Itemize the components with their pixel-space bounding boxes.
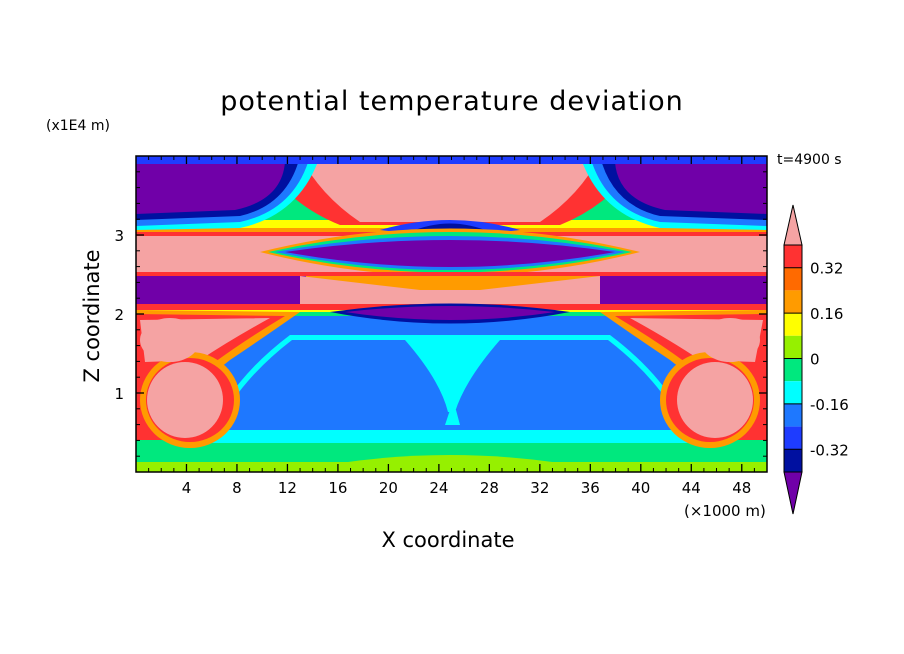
colorbar: 0.32 0.16 0 -0.16 -0.32 bbox=[783, 204, 849, 515]
x-axis-unit: (×1000 m) bbox=[684, 502, 766, 520]
x-tick-label: 8 bbox=[232, 479, 242, 497]
x-tick-label: 40 bbox=[631, 479, 650, 497]
colorbar-segment bbox=[784, 403, 802, 427]
y-tick-label: 2 bbox=[114, 306, 124, 324]
colorbar-label: -0.32 bbox=[810, 441, 849, 459]
chart-title: potential temperature deviation bbox=[220, 86, 684, 117]
x-tick-label: 48 bbox=[732, 479, 751, 497]
x-tick-label: 36 bbox=[581, 479, 600, 497]
x-axis-ticks: 4 8 12 16 20 24 28 32 36 40 44 48 bbox=[148, 156, 755, 497]
colorbar-segment bbox=[784, 313, 802, 336]
colorbar-segment bbox=[784, 426, 802, 450]
x-tick-label: 32 bbox=[530, 479, 549, 497]
colorbar-segment bbox=[784, 381, 802, 404]
colorbar-upper-extension bbox=[783, 204, 803, 246]
colorbar-segment bbox=[784, 335, 802, 359]
y-axis-ticks: 1 2 3 bbox=[114, 171, 767, 457]
colorbar-label: 0 bbox=[810, 351, 820, 369]
x-tick-label: 20 bbox=[379, 479, 398, 497]
colorbar-label: -0.16 bbox=[810, 396, 849, 414]
y-tick-label: 3 bbox=[114, 227, 124, 245]
colorbar-label: 0.32 bbox=[810, 260, 843, 278]
colorbar-segment bbox=[784, 245, 802, 268]
colorbar-segment bbox=[784, 290, 802, 314]
x-tick-label: 4 bbox=[182, 479, 192, 497]
contour-field bbox=[136, 156, 767, 472]
colorbar-segment bbox=[784, 449, 802, 472]
y-axis-unit: (x1E4 m) bbox=[46, 118, 110, 134]
y-tick-label: 1 bbox=[114, 385, 124, 403]
colorbar-label: 0.16 bbox=[810, 305, 843, 323]
colorbar-segment bbox=[784, 267, 802, 291]
x-axis-label: X coordinate bbox=[381, 528, 515, 552]
x-tick-label: 24 bbox=[429, 479, 448, 497]
colorbar-segment bbox=[784, 358, 802, 382]
x-tick-label: 44 bbox=[682, 479, 701, 497]
x-tick-label: 12 bbox=[278, 479, 297, 497]
time-annotation: t=4900 s bbox=[777, 152, 842, 168]
x-tick-label: 28 bbox=[480, 479, 499, 497]
colorbar-lower-extension bbox=[783, 471, 803, 515]
x-tick-label: 16 bbox=[328, 479, 347, 497]
